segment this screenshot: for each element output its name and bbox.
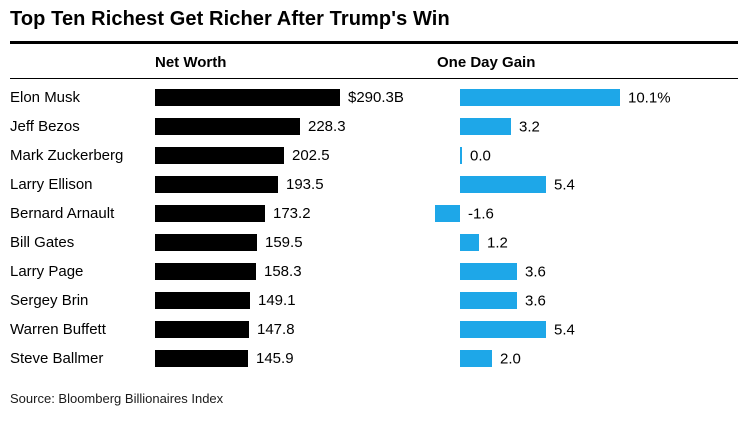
row-label: Steve Ballmer: [10, 350, 104, 367]
row-label: Bernard Arnault: [10, 205, 115, 222]
one-day-gain-bar: [460, 89, 620, 106]
table-row: Larry Ellison 193.5 5.4: [10, 170, 738, 199]
net-worth-value: 159.5: [265, 234, 303, 251]
row-label: Jeff Bezos: [10, 118, 80, 135]
one-day-gain-value: 5.4: [554, 176, 575, 193]
net-worth-bar: [155, 176, 278, 193]
net-worth-cell: 173.2: [155, 205, 430, 222]
net-worth-cell: 145.9: [155, 350, 430, 367]
title-divider: [10, 41, 738, 44]
one-day-gain-value: 3.6: [525, 292, 546, 309]
table-row: Jeff Bezos 228.3 3.2: [10, 112, 738, 141]
table-row: Sergey Brin 149.1 3.6: [10, 286, 738, 315]
net-worth-bar: [155, 292, 250, 309]
one-day-gain-cell: 5.4: [430, 315, 738, 344]
net-worth-value: 147.8: [257, 321, 295, 338]
one-day-gain-header: One Day Gain: [437, 54, 536, 71]
one-day-gain-value: 1.2: [487, 234, 508, 251]
column-headers: Net Worth One Day Gain: [10, 44, 738, 78]
row-label: Warren Buffett: [10, 321, 106, 338]
net-worth-cell: 158.3: [155, 263, 430, 280]
one-day-gain-value: 0.0: [470, 147, 491, 164]
net-worth-bar: [155, 321, 249, 338]
net-worth-value: 149.1: [258, 292, 296, 309]
table-row: Bill Gates 159.5 1.2: [10, 228, 738, 257]
one-day-gain-value: -1.6: [468, 205, 494, 222]
one-day-gain-bar: [460, 234, 479, 251]
table-row: Elon Musk $290.3B 10.1%: [10, 83, 738, 112]
table-row: Bernard Arnault 173.2 -1.6: [10, 199, 738, 228]
net-worth-cell: 228.3: [155, 118, 430, 135]
one-day-gain-cell: 3.6: [430, 257, 738, 286]
net-worth-bar: [155, 234, 257, 251]
net-worth-value: 202.5: [292, 147, 330, 164]
header-divider: [10, 78, 738, 79]
one-day-gain-bar: [460, 263, 517, 280]
one-day-gain-value: 3.6: [525, 263, 546, 280]
one-day-gain-cell: 0.0: [430, 141, 738, 170]
chart: Top Ten Richest Get Richer After Trump's…: [10, 8, 738, 406]
one-day-gain-cell: 10.1%: [430, 83, 738, 112]
net-worth-value: 193.5: [286, 176, 324, 193]
one-day-gain-bar: [460, 147, 462, 164]
one-day-gain-value: 3.2: [519, 118, 540, 135]
one-day-gain-bar: [435, 205, 460, 222]
chart-title: Top Ten Richest Get Richer After Trump's…: [10, 8, 450, 30]
net-worth-header: Net Worth: [155, 54, 227, 71]
source-note: Source: Bloomberg Billionaires Index: [10, 391, 224, 406]
one-day-gain-bar: [460, 292, 517, 309]
net-worth-cell: 147.8: [155, 321, 430, 338]
net-worth-value: 158.3: [264, 263, 302, 280]
one-day-gain-value: 5.4: [554, 321, 575, 338]
one-day-gain-bar: [460, 176, 546, 193]
net-worth-cell: 149.1: [155, 292, 430, 309]
one-day-gain-bar: [460, 118, 511, 135]
row-label: Larry Page: [10, 263, 84, 280]
row-label: Elon Musk: [10, 89, 81, 106]
row-label: Sergey Brin: [10, 292, 89, 309]
one-day-gain-value: 2.0: [500, 350, 521, 367]
one-day-gain-value: 10.1%: [628, 89, 671, 106]
row-label: Mark Zuckerberg: [10, 147, 124, 164]
row-label: Bill Gates: [10, 234, 75, 251]
one-day-gain-cell: 2.0: [430, 344, 738, 373]
net-worth-bar: [155, 118, 300, 135]
one-day-gain-cell: 3.6: [430, 286, 738, 315]
one-day-gain-cell: -1.6: [430, 199, 738, 228]
net-worth-value: 145.9: [256, 350, 294, 367]
net-worth-cell: $290.3B: [155, 89, 430, 106]
one-day-gain-cell: 3.2: [430, 112, 738, 141]
net-worth-bar: [155, 263, 256, 280]
net-worth-value: $290.3B: [348, 89, 404, 106]
one-day-gain-bar: [460, 321, 546, 338]
row-label: Larry Ellison: [10, 176, 93, 193]
one-day-gain-cell: 5.4: [430, 170, 738, 199]
net-worth-cell: 202.5: [155, 147, 430, 164]
net-worth-bar: [155, 350, 248, 367]
one-day-gain-bar: [460, 350, 492, 367]
net-worth-value: 228.3: [308, 118, 346, 135]
table-row: Mark Zuckerberg 202.5 0.0: [10, 141, 738, 170]
table-row: Steve Ballmer 145.9 2.0: [10, 344, 738, 373]
net-worth-value: 173.2: [273, 205, 311, 222]
net-worth-bar: [155, 147, 284, 164]
net-worth-bar: [155, 89, 340, 106]
table-row: Larry Page 158.3 3.6: [10, 257, 738, 286]
net-worth-cell: 159.5: [155, 234, 430, 251]
one-day-gain-cell: 1.2: [430, 228, 738, 257]
rows: Elon Musk $290.3B 10.1% Jeff Bezos 228.3 3.2 M…: [10, 79, 738, 373]
net-worth-cell: 193.5: [155, 176, 430, 193]
net-worth-bar: [155, 205, 265, 222]
table-row: Warren Buffett 147.8 5.4: [10, 315, 738, 344]
